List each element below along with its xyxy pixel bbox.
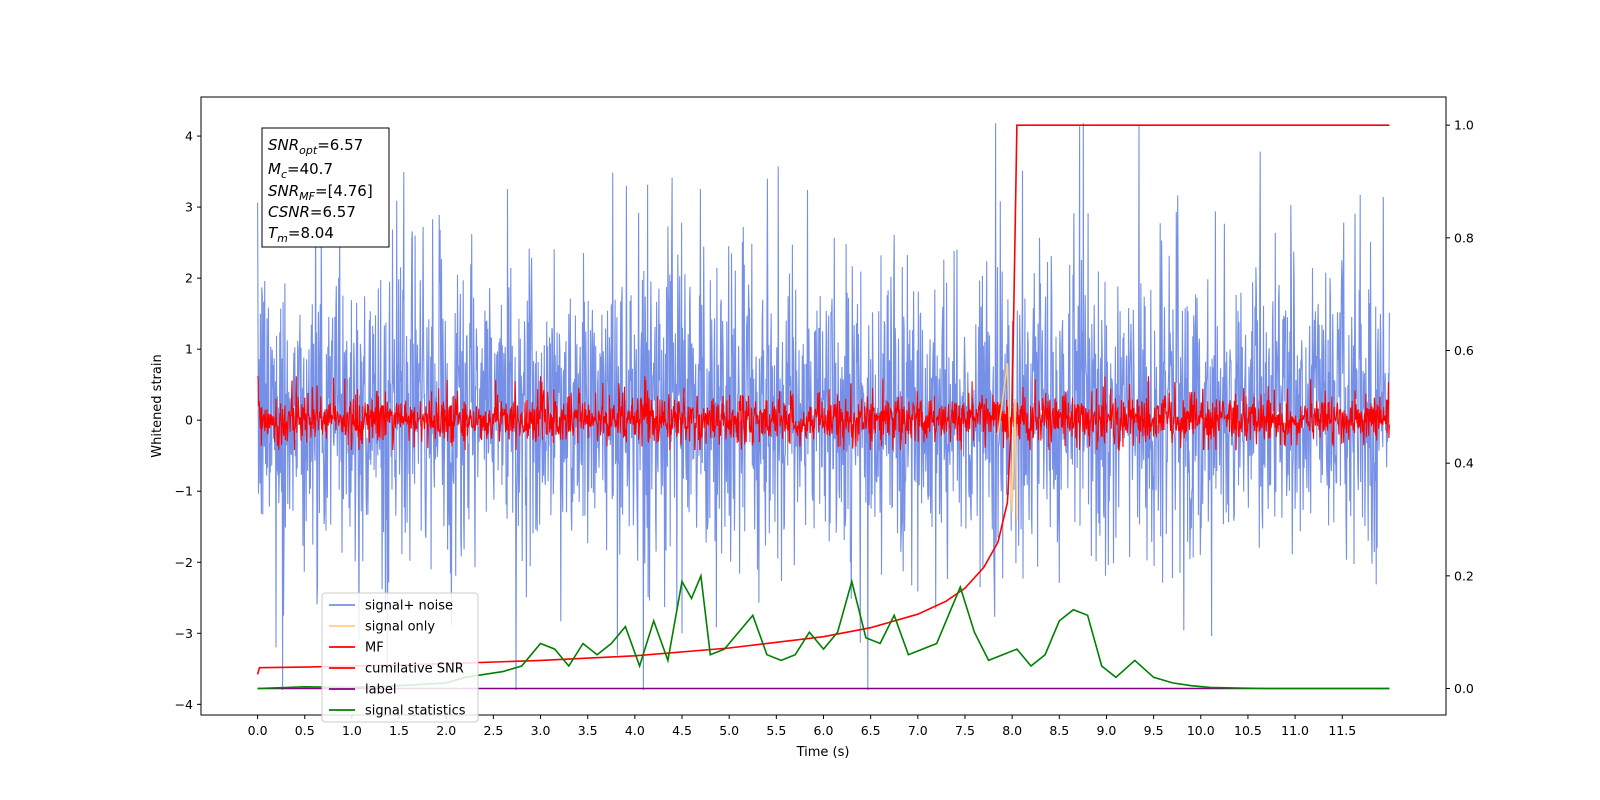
x-tick-label: 2.0 [436,723,456,738]
x-tick-label: 6.5 [861,723,881,738]
x-tick-label: 11.0 [1281,723,1309,738]
x-tick-label: 11.5 [1328,723,1356,738]
x-tick-label: 4.5 [672,723,692,738]
legend: signal+ noise signal only MF cumilative SNR… [321,592,479,723]
info-snr-opt: SNRopt=6.57 [268,136,363,157]
y-axis-label: Whitened strain [150,354,165,457]
y2-tick-label: 0.6 [1454,343,1474,358]
x-tick-label: 9.5 [1144,723,1164,738]
y-tick-label: −1 [175,484,193,499]
y-tick-label: 1 [185,342,193,357]
y-tick-label: 0 [185,413,193,428]
x-tick-label: 9.0 [1097,723,1117,738]
info-snr-mf: SNRMF=[4.76] [268,182,373,203]
x-tick-label: 10.0 [1187,723,1215,738]
y-tick-label: 4 [185,129,193,144]
x-tick-label: 5.5 [766,723,786,738]
y-tick-label: −4 [175,697,193,712]
legend-label: signal+ noise [365,599,453,614]
info-tm: Tm=8.04 [268,224,334,245]
y-tick-label: −2 [175,555,193,570]
y2-tick-label: 0.4 [1454,456,1474,471]
series-mf [257,376,1390,451]
x-tick-label: 10.5 [1234,723,1262,738]
x-tick-label: 5.0 [719,723,739,738]
info-csnr: CSNR=6.57 [268,203,356,221]
x-axis-label: Time (s) [796,745,850,760]
legend-label: signal only [365,620,435,635]
series-signal-statistics [257,572,1390,690]
info-box: SNRopt=6.57 Mc=40.7 SNRMF=[4.76] CSNR=6.… [261,127,390,248]
y-axis-left: 4 3 2 1 0 −1 −2 −3 −4 [175,129,201,712]
legend-label: cumilative SNR [365,662,464,677]
x-tick-label: 3.5 [578,723,598,738]
info-mc: Mc=40.7 [268,160,333,181]
x-tick-label: 3.0 [531,723,551,738]
y-tick-label: −3 [175,626,193,641]
x-tick-label: 6.0 [814,723,834,738]
legend-label: MF [365,641,384,656]
y2-tick-label: 0.2 [1454,568,1474,583]
series-signal-only [997,363,1018,520]
y2-tick-label: 1.0 [1454,118,1474,133]
x-tick-label: 8.0 [1002,723,1022,738]
y2-tick-label: 0.8 [1454,230,1474,245]
x-tick-label: 2.5 [483,723,503,738]
x-tick-label: 8.5 [1049,723,1069,738]
x-tick-label: 7.5 [955,723,975,738]
legend-label: label [365,683,396,698]
y-tick-label: 3 [185,200,193,215]
legend-label: signal statistics [365,704,466,719]
y2-tick-label: 0.0 [1454,681,1474,696]
x-tick-label: 0.0 [248,723,268,738]
x-tick-label: 7.0 [908,723,928,738]
x-tick-label: 1.5 [389,723,409,738]
x-tick-label: 1.0 [342,723,362,738]
y-axis-right: 1.0 0.8 0.6 0.4 0.2 0.0 [1446,118,1474,696]
x-tick-label: 0.5 [295,723,315,738]
x-tick-label: 4.0 [625,723,645,738]
y-tick-label: 2 [185,271,193,286]
x-axis: 0.0 0.5 1.0 1.5 2.0 2.5 3.0 3.5 4.0 4.5 5.0 5.5 6.0 6… [248,715,1356,738]
